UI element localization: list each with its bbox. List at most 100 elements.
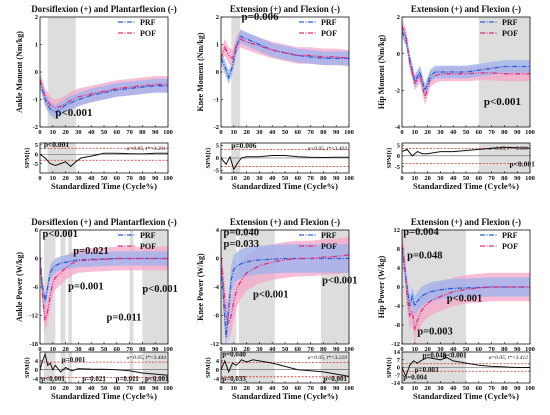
x-tick-label: 70 — [126, 385, 133, 392]
x-tick-label: 80 — [139, 385, 146, 392]
x-axis-label: Standardized Time (Cycle%) — [51, 391, 157, 401]
y-tick-label: -8 — [395, 322, 401, 329]
x-tick-label: 0 — [38, 175, 41, 182]
series-line-prf — [221, 35, 349, 80]
x-tick-label: 80 — [501, 129, 508, 136]
band-prf — [221, 244, 349, 344]
spm-trajectory — [402, 356, 530, 378]
p-value-label: p<0.001 — [43, 229, 78, 240]
series-line-pof — [40, 257, 168, 321]
spm-trajectory — [221, 155, 349, 171]
x-tick-label: 40 — [269, 385, 276, 392]
x-tick-label: 20 — [424, 346, 431, 353]
x-tick-label: 50 — [282, 129, 289, 136]
x-tick-label: 60 — [114, 346, 121, 353]
p-value-label: p<0.001 — [41, 375, 65, 383]
x-tick-label: 60 — [295, 385, 302, 392]
y-tick-label: 0 — [35, 367, 38, 374]
x-tick-label: 70 — [126, 346, 133, 353]
x-tick-label: 30 — [437, 346, 444, 353]
y-axis-label: SPM{t} — [24, 357, 31, 378]
band-prf — [40, 73, 168, 119]
p-value-label: p<0.001 — [44, 140, 70, 149]
x-tick-label: 30 — [75, 385, 82, 392]
y-tick-label: -8 — [214, 313, 220, 320]
y-tick-label: -2 — [395, 88, 400, 95]
y-tick-label: 0 — [397, 153, 400, 160]
p-value-label: p<0.001 — [145, 375, 169, 383]
y-axis-label: SPM{t} — [24, 147, 31, 168]
legend-label-prf: PRF — [502, 231, 518, 240]
y-tick-label: -2 — [214, 124, 219, 131]
p-value-label: p=0.021 — [73, 246, 108, 257]
x-tick-label: 0 — [38, 346, 41, 353]
p-value-label: p=0.003 — [415, 366, 439, 374]
x-tick-label: 50 — [463, 175, 470, 182]
x-tick-label: 30 — [75, 129, 82, 136]
x-tick-label: 100 — [525, 175, 535, 182]
y-tick-label: 2 — [216, 14, 219, 21]
x-tick-label: 10 — [412, 346, 419, 353]
y-tick-label: 1 — [35, 42, 38, 49]
x-tick-label: 40 — [450, 346, 457, 353]
x-tick-label: 90 — [514, 385, 521, 392]
x-tick-label: 10 — [412, 129, 419, 136]
x-tick-label: 60 — [476, 385, 483, 392]
significance-region — [231, 17, 241, 127]
legend-label-pof: POF — [321, 242, 337, 251]
x-tick-label: 30 — [75, 175, 82, 182]
y-tick-label: -5 — [33, 161, 39, 168]
y-tick-label: -2 — [33, 124, 38, 131]
p-value-label: p<0.001 — [447, 293, 482, 304]
plot-area — [40, 72, 168, 119]
x-tick-label: 80 — [320, 129, 327, 136]
plot-area — [402, 146, 530, 164]
series-line-pof — [221, 254, 349, 325]
series-line-pof — [402, 25, 530, 98]
y-tick-label: 2 — [397, 14, 400, 21]
legend-label-pof: POF — [140, 29, 156, 38]
y-tick-label: -1 — [33, 97, 38, 104]
y-tick-label: -6 — [33, 284, 39, 291]
x-tick-label: 60 — [295, 175, 302, 182]
legend-label-prf: PRF — [502, 18, 518, 27]
y-tick-label: 0 — [397, 284, 400, 291]
x-tick-label: 90 — [333, 129, 340, 136]
x-tick-label: 70 — [488, 385, 495, 392]
x-tick-label: 60 — [114, 129, 121, 136]
y-tick-label: -12 — [391, 341, 400, 348]
p-value-label: p<0.001 — [443, 352, 467, 360]
x-tick-label: 10 — [50, 175, 57, 182]
y-tick-label: 0 — [216, 69, 219, 76]
x-tick-label: 20 — [424, 385, 431, 392]
x-tick-label: 60 — [114, 175, 121, 182]
x-tick-label: 90 — [333, 346, 340, 353]
x-tick-label: 60 — [114, 385, 121, 392]
significance-region — [238, 352, 275, 383]
x-tick-label: 0 — [38, 385, 41, 392]
x-tick-label: 40 — [88, 385, 95, 392]
series-line-prf — [40, 80, 168, 113]
x-tick-label: 40 — [88, 346, 95, 353]
x-tick-label: 100 — [344, 175, 354, 182]
x-tick-label: 70 — [488, 175, 495, 182]
chart-title: Extension (+) and Flexion (-) — [411, 4, 521, 14]
y-tick-label: 0 — [35, 151, 38, 158]
series-line-pof — [221, 38, 349, 60]
y-tick-label: 12 — [394, 227, 401, 234]
y-tick-label: 5 — [397, 142, 401, 149]
x-tick-label: 80 — [320, 346, 327, 353]
p-value-label: p<0.001 — [142, 284, 177, 295]
x-tick-label: 10 — [231, 346, 238, 353]
p-value-label: p=0.003 — [417, 327, 452, 338]
x-tick-label: 90 — [514, 175, 521, 182]
significance-region — [68, 230, 72, 344]
y-axis-label: Knee Power (W/kg) — [196, 253, 205, 321]
significance-region — [129, 230, 134, 344]
band-prf — [221, 29, 349, 85]
x-tick-label: 80 — [501, 175, 508, 182]
series-line-prf — [40, 257, 168, 302]
